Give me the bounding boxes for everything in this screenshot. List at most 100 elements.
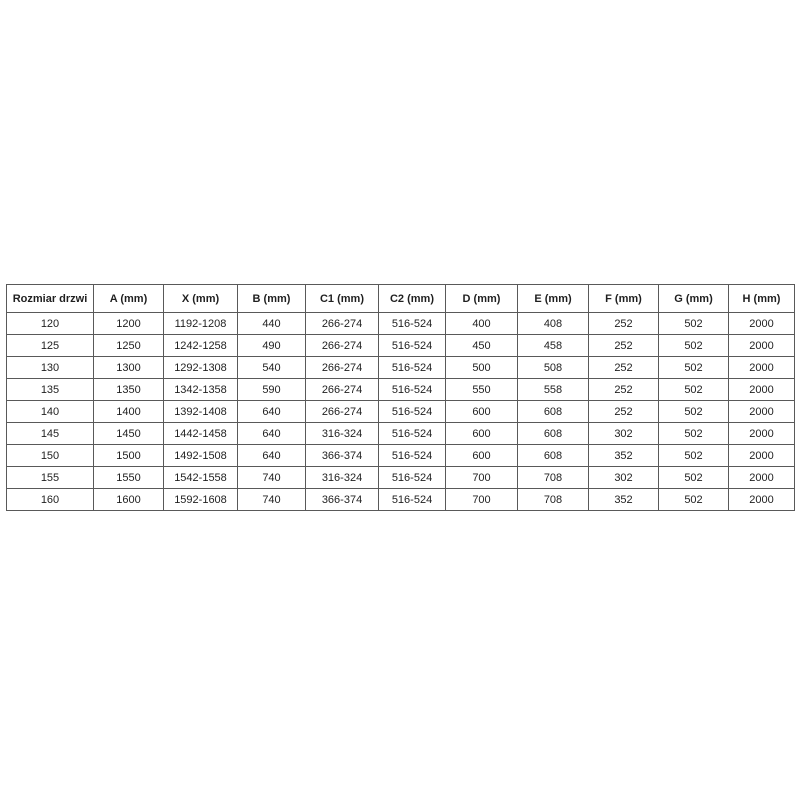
table-row: 155 1550 1542-1558 740 316-324 516-524 700 708 3…	[6, 466, 795, 489]
column-header-rozmiar-drzwi: Rozmiar drzwi	[6, 284, 94, 313]
table-cell: 155	[6, 466, 94, 489]
table-cell: 450	[445, 334, 518, 357]
table-cell: 502	[658, 444, 729, 467]
table-cell: 366-374	[305, 488, 379, 511]
table-cell: 2000	[728, 312, 795, 335]
table-cell: 302	[588, 466, 659, 489]
table-row: 150 1500 1492-1508 640 366-374 516-524 600 608 3…	[6, 444, 795, 467]
table-cell: 135	[6, 378, 94, 401]
table-cell: 140	[6, 400, 94, 423]
column-header-d: D (mm)	[445, 284, 518, 313]
table-cell: 150	[6, 444, 94, 467]
table-cell: 740	[237, 488, 306, 511]
table-cell: 490	[237, 334, 306, 357]
table-body: 120 1200 1192-1208 440 266-274 516-524 400 408 2…	[6, 312, 795, 511]
table-row: 120 1200 1192-1208 440 266-274 516-524 400 408 2…	[6, 312, 795, 335]
table-cell: 120	[6, 312, 94, 335]
column-header-f: F (mm)	[588, 284, 659, 313]
table-cell: 508	[517, 356, 589, 379]
table-cell: 1442-1458	[163, 422, 238, 445]
table-row: 140 1400 1392-1408 640 266-274 516-524 600 608 2…	[6, 400, 795, 423]
table-cell: 502	[658, 356, 729, 379]
table-row: 135 1350 1342-1358 590 266-274 516-524 550 558 2…	[6, 378, 795, 401]
table-cell: 1450	[93, 422, 164, 445]
table-row: 145 1450 1442-1458 640 316-324 516-524 600 608 3…	[6, 422, 795, 445]
table-cell: 640	[237, 422, 306, 445]
table-row: 125 1250 1242-1258 490 266-274 516-524 450 458 2…	[6, 334, 795, 357]
table-cell: 440	[237, 312, 306, 335]
table-row: 130 1300 1292-1308 540 266-274 516-524 500 508 2…	[6, 356, 795, 379]
table-cell: 252	[588, 378, 659, 401]
table-cell: 1492-1508	[163, 444, 238, 467]
table-cell: 558	[517, 378, 589, 401]
table-cell: 1242-1258	[163, 334, 238, 357]
table-cell: 1400	[93, 400, 164, 423]
table-cell: 400	[445, 312, 518, 335]
table-cell: 2000	[728, 378, 795, 401]
table-cell: 600	[445, 400, 518, 423]
column-header-x: X (mm)	[163, 284, 238, 313]
table-cell: 130	[6, 356, 94, 379]
table-cell: 502	[658, 378, 729, 401]
table-cell: 502	[658, 422, 729, 445]
table-cell: 2000	[728, 488, 795, 511]
table-cell: 1200	[93, 312, 164, 335]
table-cell: 302	[588, 422, 659, 445]
table-cell: 252	[588, 334, 659, 357]
table-cell: 352	[588, 488, 659, 511]
table-cell: 608	[517, 422, 589, 445]
table-cell: 640	[237, 400, 306, 423]
table-cell: 516-524	[378, 378, 446, 401]
table-cell: 500	[445, 356, 518, 379]
table-cell: 502	[658, 488, 729, 511]
table-cell: 316-324	[305, 466, 379, 489]
table-cell: 252	[588, 356, 659, 379]
table-cell: 366-374	[305, 444, 379, 467]
table-cell: 516-524	[378, 356, 446, 379]
table-cell: 2000	[728, 444, 795, 467]
column-header-g: G (mm)	[658, 284, 729, 313]
column-header-c2: C2 (mm)	[378, 284, 446, 313]
table-cell: 1292-1308	[163, 356, 238, 379]
table-cell: 252	[588, 400, 659, 423]
column-header-c1: C1 (mm)	[305, 284, 379, 313]
table-cell: 145	[6, 422, 94, 445]
table-cell: 1550	[93, 466, 164, 489]
door-spec-table: Rozmiar drzwi A (mm) X (mm) B (mm) C1 (m…	[6, 284, 795, 511]
table-cell: 708	[517, 466, 589, 489]
table-cell: 1192-1208	[163, 312, 238, 335]
table-cell: 502	[658, 334, 729, 357]
table-cell: 502	[658, 400, 729, 423]
table-cell: 640	[237, 444, 306, 467]
table-cell: 1250	[93, 334, 164, 357]
table-cell: 700	[445, 488, 518, 511]
table-cell: 1300	[93, 356, 164, 379]
table-cell: 516-524	[378, 422, 446, 445]
header-row: Rozmiar drzwi A (mm) X (mm) B (mm) C1 (m…	[6, 284, 795, 313]
table-cell: 352	[588, 444, 659, 467]
table-cell: 1350	[93, 378, 164, 401]
table-cell: 516-524	[378, 312, 446, 335]
table-cell: 740	[237, 466, 306, 489]
table-cell: 1500	[93, 444, 164, 467]
table-cell: 1592-1608	[163, 488, 238, 511]
column-header-a: A (mm)	[93, 284, 164, 313]
table-cell: 608	[517, 444, 589, 467]
table-cell: 502	[658, 312, 729, 335]
table-cell: 266-274	[305, 400, 379, 423]
table-cell: 125	[6, 334, 94, 357]
table-cell: 516-524	[378, 466, 446, 489]
table-cell: 1600	[93, 488, 164, 511]
table-row: 160 1600 1592-1608 740 366-374 516-524 700 708 3…	[6, 488, 795, 511]
table-cell: 316-324	[305, 422, 379, 445]
column-header-b: B (mm)	[237, 284, 306, 313]
table-cell: 2000	[728, 400, 795, 423]
table-cell: 266-274	[305, 312, 379, 335]
table-cell: 160	[6, 488, 94, 511]
table-cell: 458	[517, 334, 589, 357]
table-cell: 700	[445, 466, 518, 489]
table-cell: 266-274	[305, 378, 379, 401]
table-cell: 550	[445, 378, 518, 401]
table-cell: 2000	[728, 466, 795, 489]
